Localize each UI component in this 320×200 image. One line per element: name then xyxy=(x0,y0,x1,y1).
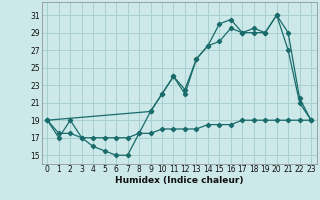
X-axis label: Humidex (Indice chaleur): Humidex (Indice chaleur) xyxy=(115,176,244,185)
